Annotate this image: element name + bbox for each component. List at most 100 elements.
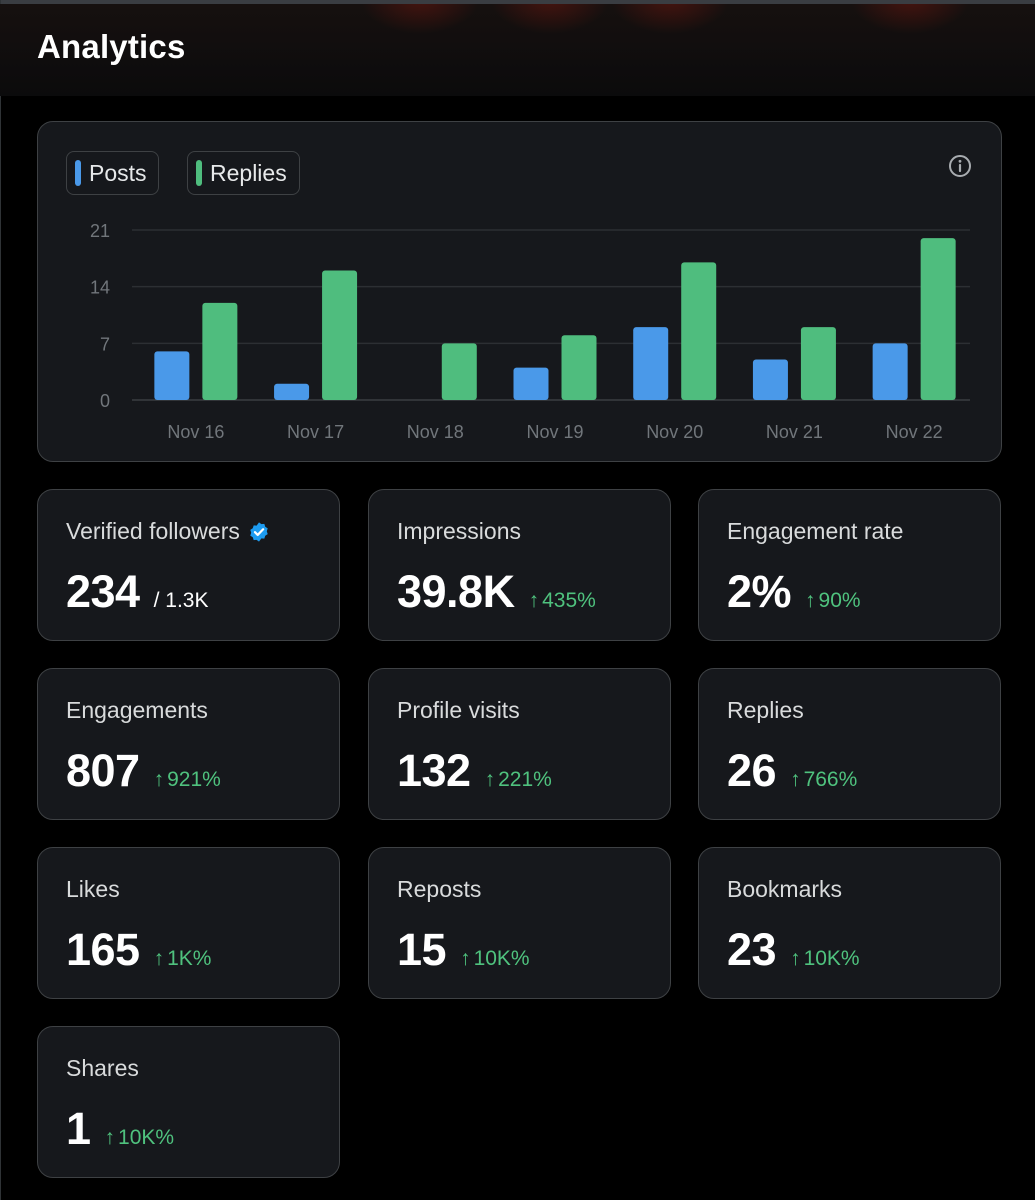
x-tick-label: Nov 17: [287, 422, 344, 442]
stat-sub-value: / 1.3K: [153, 589, 209, 612]
y-tick-label: 21: [90, 221, 110, 241]
stat-change: ↑ 1K%: [154, 947, 212, 971]
stat-change: ↑ 435%: [529, 589, 596, 613]
stat-value-row: 15 ↑ 10K%: [397, 924, 530, 976]
stat-change-value: 10K%: [803, 947, 860, 970]
stat-change: ↑ 10K%: [790, 947, 860, 971]
stat-value-row: 39.8K ↑ 435%: [397, 566, 596, 618]
stat-label: Reposts: [397, 876, 482, 902]
bar-replies-nov-18[interactable]: [441, 343, 477, 400]
stat-change-value: 10K%: [118, 1126, 175, 1149]
stat-label: Likes: [66, 876, 120, 902]
stat-label: Profile visits: [397, 697, 520, 723]
stat-label: Bookmarks: [727, 876, 843, 902]
arrow-up-icon: ↑: [790, 947, 801, 970]
bar-posts-nov-21[interactable]: [752, 359, 788, 400]
stat-card-verified-followers: Verified followers 234 / 1.3K: [37, 489, 340, 641]
stat-value-row: 807 ↑ 921%: [66, 745, 221, 797]
stat-change-value: 1K%: [167, 947, 212, 970]
stat-change: ↑ 90%: [805, 589, 861, 613]
stat-label: Engagements: [66, 697, 208, 723]
stat-value: 132: [397, 745, 471, 796]
stat-change: ↑ 221%: [485, 768, 552, 792]
stat-change: ↑ 921%: [154, 768, 221, 792]
stat-change-value: 221%: [498, 768, 552, 791]
stat-label: Impressions: [397, 518, 521, 544]
arrow-up-icon: ↑: [153, 947, 165, 970]
stat-card-profile-visits: Profile visits 132 ↑ 221%: [368, 668, 671, 820]
stat-value-row: 2% ↑ 90%: [727, 566, 861, 618]
stat-value: 234: [66, 566, 140, 617]
bar-posts-nov-16[interactable]: [154, 351, 190, 400]
stat-value: 165: [66, 924, 140, 975]
arrow-up-icon: ↑: [104, 1126, 116, 1149]
stat-value: 1: [66, 1103, 91, 1154]
stat-value: 39.8K: [397, 566, 515, 617]
arrow-up-icon: ↑: [790, 768, 801, 791]
bar-replies-nov-20[interactable]: [681, 262, 717, 400]
bar-chart: 0 7 14 21 Nov 16 Nov 17 Nov 18 Nov 19 Nov 20 Nov …: [90, 221, 970, 442]
stat-value-row: 1 ↑ 10K%: [66, 1103, 174, 1155]
stat-change-value: 90%: [818, 589, 861, 612]
bar-replies-nov-17[interactable]: [322, 270, 358, 400]
stat-change-value: 766%: [803, 768, 858, 791]
legend-posts-label: Posts: [89, 159, 147, 186]
bar-posts-nov-20[interactable]: [633, 327, 669, 400]
header-glow: [490, 4, 610, 34]
stat-value: 26: [727, 745, 777, 796]
bar-posts-nov-19[interactable]: [513, 367, 549, 400]
stat-value: 2%: [727, 566, 792, 617]
y-tick-label: 7: [100, 334, 110, 354]
stat-label: Verified followers: [66, 518, 240, 544]
bar-replies-nov-16[interactable]: [202, 302, 238, 400]
stat-label: Replies: [727, 697, 804, 723]
stat-value-row: 23 ↑ 10K%: [727, 924, 860, 976]
stat-card-replies: Replies 26 ↑ 766%: [698, 668, 1001, 820]
x-tick-label: Nov 19: [526, 422, 583, 442]
window-top-border: [0, 0, 1035, 4]
bar-posts-nov-17[interactable]: [274, 383, 310, 400]
verified-badge-icon: [250, 521, 268, 542]
bar-replies-nov-22[interactable]: [920, 238, 956, 400]
legend-replies-toggle[interactable]: Replies: [187, 151, 300, 195]
stat-card-reposts: Reposts 15 ↑ 10K%: [368, 847, 671, 999]
stat-card-engagements: Engagements 807 ↑ 921%: [37, 668, 340, 820]
legend-replies-label: Replies: [210, 159, 287, 186]
arrow-up-icon: ↑: [484, 768, 496, 791]
stat-card-bookmarks: Bookmarks 23 ↑ 10K%: [698, 847, 1001, 999]
arrow-up-icon: ↑: [805, 589, 816, 612]
y-tick-label: 14: [90, 278, 110, 298]
x-tick-label: Nov 20: [646, 422, 703, 442]
stat-card-likes: Likes 165 ↑ 1K%: [37, 847, 340, 999]
stat-card-shares: Shares 1 ↑ 10K%: [37, 1026, 340, 1178]
stat-card-engagement-rate: Engagement rate 2% ↑ 90%: [698, 489, 1001, 641]
stat-value-row: 234 / 1.3K: [66, 566, 208, 618]
stat-value-row: 132 ↑ 221%: [397, 745, 552, 797]
legend-posts-swatch: [75, 160, 81, 186]
legend-posts-toggle[interactable]: Posts: [66, 151, 159, 195]
stat-value-row: 165 ↑ 1K%: [66, 924, 211, 976]
stat-value: 15: [397, 924, 447, 975]
x-tick-label: Nov 21: [766, 422, 823, 442]
stat-label: Shares: [66, 1055, 139, 1081]
stat-change-value: 435%: [542, 589, 596, 612]
header-glow: [360, 4, 480, 34]
info-circle-icon[interactable]: [948, 154, 972, 178]
stat-value: 23: [727, 924, 777, 975]
header-glow: [850, 4, 970, 34]
bar-posts-nov-22[interactable]: [872, 343, 908, 400]
bar-replies-nov-19[interactable]: [561, 335, 597, 400]
stat-value: 807: [66, 745, 140, 796]
stat-value-row: 26 ↑ 766%: [727, 745, 857, 797]
stat-change-value: 10K%: [473, 947, 530, 970]
arrow-up-icon: ↑: [528, 589, 540, 612]
header-glow: [610, 4, 730, 34]
legend-replies-swatch: [196, 160, 202, 186]
x-tick-label: Nov 22: [886, 422, 943, 442]
stat-card-impressions: Impressions 39.8K ↑ 435%: [368, 489, 671, 641]
arrow-up-icon: ↑: [153, 768, 165, 791]
stat-change: ↑ 10K%: [460, 947, 530, 971]
bar-replies-nov-21[interactable]: [800, 327, 836, 400]
y-tick-label: 0: [100, 391, 110, 411]
stat-change-value: 921%: [167, 768, 221, 791]
